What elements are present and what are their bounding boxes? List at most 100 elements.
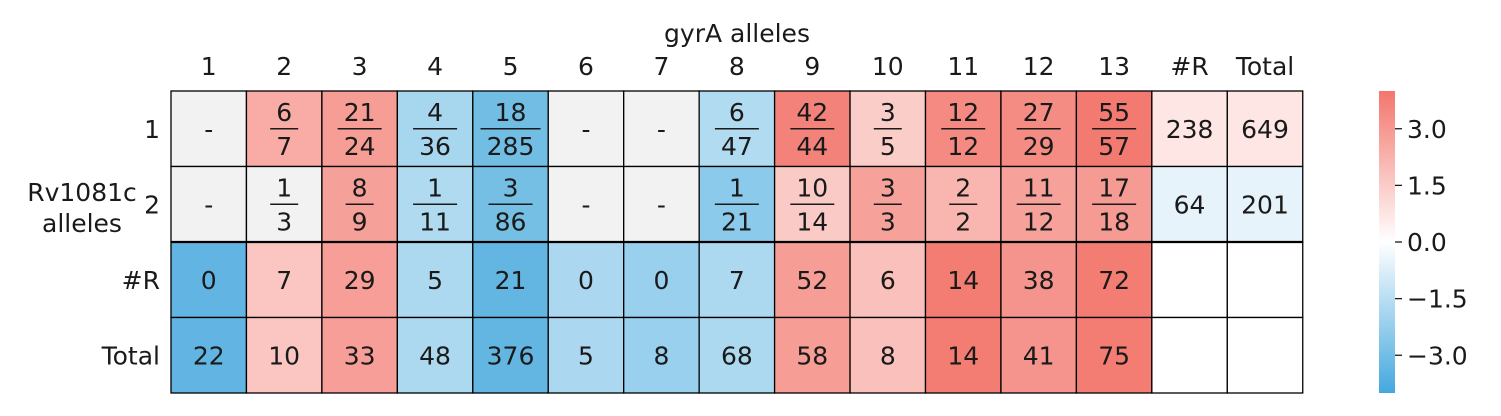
cell-denominator: 12: [947, 132, 979, 161]
heatmap-cell: 386: [472, 165, 549, 243]
cell-value: 38: [1023, 266, 1055, 295]
heatmap-cell: 33: [321, 316, 398, 394]
row-label: Total: [101, 341, 160, 370]
heatmap-cell: [1151, 241, 1228, 319]
heatmap-cell: 5: [547, 316, 625, 394]
cell-rect: [623, 90, 700, 168]
column-label: 9: [804, 52, 820, 81]
cell-value: 21: [495, 266, 527, 295]
cell-denominator: 14: [796, 207, 828, 236]
cell-value: 58: [796, 341, 828, 370]
cell-rect: [1075, 316, 1153, 394]
cell-rect: [245, 241, 323, 319]
heatmap-cell: 22: [170, 316, 248, 394]
heatmap-cell: -: [547, 90, 625, 168]
cell-value: 22: [193, 341, 225, 370]
cell-denominator: 11: [419, 207, 451, 236]
column-label: 11: [947, 52, 979, 81]
cell-value: 5: [427, 266, 443, 295]
cell-numerator: 8: [352, 173, 368, 202]
cell-numerator: 17: [1098, 173, 1130, 202]
cell-denominator: 36: [419, 132, 451, 161]
row-label: 2: [144, 190, 160, 219]
cell-denominator: 285: [487, 132, 535, 161]
row-labels: 1 2 #R Total: [101, 115, 160, 371]
column-label: 6: [578, 52, 594, 81]
heatmap-cell: 0: [623, 241, 700, 319]
cell-value: 48: [419, 341, 451, 370]
cell-rect: [396, 316, 474, 394]
cell-rect: [1075, 241, 1153, 319]
cell-rect: [1226, 90, 1304, 168]
cell-rect: [1000, 165, 1078, 243]
heatmap-cell: 121: [698, 165, 776, 243]
heatmap-cell: -: [170, 165, 248, 243]
heatmap-cell: 7: [245, 241, 323, 319]
cell-value: 6: [880, 266, 896, 295]
heatmap-cell: 75: [1075, 316, 1153, 394]
colorbar: 3.0 1.5 0.0 −1.5 −3.0: [1379, 91, 1468, 393]
cell-value: -: [657, 115, 666, 144]
cell-value: -: [581, 190, 590, 219]
cell-value: -: [204, 190, 213, 219]
y-axis-label: Rv1081c alleles: [27, 178, 137, 238]
colorbar-tick-label: −1.5: [1407, 285, 1468, 314]
cell-rect: [1151, 241, 1228, 319]
colorbar-ticks: 3.0 1.5 0.0 −1.5 −3.0: [1395, 115, 1468, 370]
cell-numerator: 10: [796, 173, 828, 202]
colorbar-tick-label: 0.0: [1407, 228, 1447, 257]
cell-numerator: 6: [276, 98, 292, 127]
cell-value: 64: [1174, 190, 1206, 219]
y-axis-label-line: alleles: [42, 209, 122, 238]
cell-rect: [472, 241, 549, 319]
cell-denominator: 44: [796, 132, 828, 161]
cell-value: 649: [1241, 115, 1289, 144]
cell-rect: [698, 316, 776, 394]
cell-denominator: 57: [1098, 132, 1130, 161]
cell-numerator: 11: [1023, 173, 1055, 202]
cell-denominator: 29: [1023, 132, 1055, 161]
cell-value: 75: [1098, 341, 1130, 370]
cell-value: 0: [201, 266, 217, 295]
heatmap-cell: 14: [924, 241, 1002, 319]
cell-denominator: 47: [721, 132, 753, 161]
cell-value: 0: [653, 266, 669, 295]
cell-denominator: 3: [880, 207, 896, 236]
cell-value: 52: [796, 266, 828, 295]
heatmap-cell: 38: [1000, 241, 1078, 319]
heatmap-cell: 201: [1226, 165, 1304, 243]
cell-rect: [170, 316, 248, 394]
heatmap-cell: 10: [245, 316, 323, 394]
heatmap-cell: 238: [1151, 90, 1228, 168]
column-label: 1: [201, 52, 217, 81]
cell-numerator: 42: [796, 98, 828, 127]
column-label: #R: [1170, 52, 1208, 81]
cell-rect: [1151, 316, 1228, 394]
heatmap-cell: 111: [396, 165, 474, 243]
column-label: 5: [503, 52, 519, 81]
column-label: 8: [729, 52, 745, 81]
heatmap-cell: 52: [773, 241, 851, 319]
cell-value: 10: [268, 341, 300, 370]
cell-numerator: 1: [427, 173, 443, 202]
y-axis-label-line: Rv1081c: [27, 178, 137, 207]
heatmap-cell: 29: [321, 241, 398, 319]
cell-value: 0: [578, 266, 594, 295]
cell-rect: [1226, 316, 1304, 394]
column-label: 13: [1098, 52, 1130, 81]
cell-rect: [698, 241, 776, 319]
cell-value: 7: [276, 266, 292, 295]
cell-numerator: 21: [344, 98, 376, 127]
colorbar-tick-label: 3.0: [1407, 115, 1447, 144]
cell-value: 201: [1241, 190, 1289, 219]
cell-rect: [396, 241, 474, 319]
cell-numerator: 3: [880, 173, 896, 202]
heatmap-cell: 64: [1151, 165, 1228, 243]
heatmap-cell: 33: [849, 165, 927, 243]
cell-value: 7: [729, 266, 745, 295]
cell-numerator: 12: [947, 98, 979, 127]
heatmap-cell: 89: [321, 165, 398, 243]
cell-denominator: 12: [1023, 207, 1055, 236]
